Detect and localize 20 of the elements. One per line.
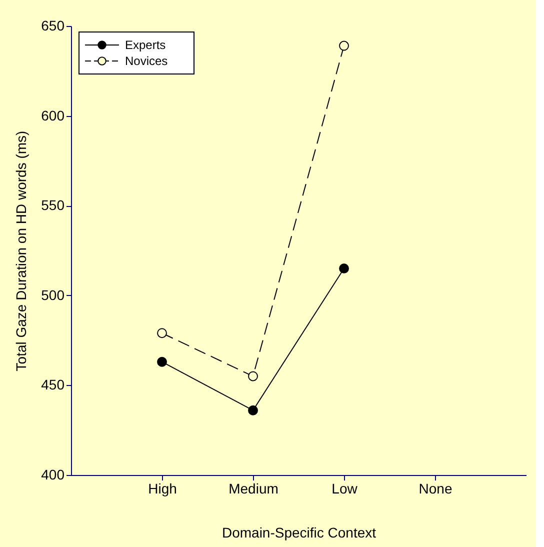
y-tick-label: 550 xyxy=(41,197,65,214)
y-axis-title: Total Gaze Duration on HD words (ms) xyxy=(13,130,30,372)
y-tick-label: 650 xyxy=(41,18,65,34)
point xyxy=(248,371,258,382)
y-tick-label: 400 xyxy=(41,466,65,482)
x-tick-label: None xyxy=(418,480,452,496)
x-tick-label: Low xyxy=(332,480,358,496)
x-tick-label: Medium xyxy=(228,480,278,496)
y-tick-label: 450 xyxy=(41,376,65,393)
x-tick-label: High xyxy=(148,480,177,496)
y-tick-label: 600 xyxy=(41,107,65,124)
point xyxy=(339,263,349,274)
legend-label: Novices xyxy=(125,54,168,68)
y-tick-label: 500 xyxy=(41,286,65,303)
point xyxy=(157,328,167,338)
point xyxy=(248,405,258,416)
x-axis-title: Domain-Specific Context xyxy=(222,524,376,540)
point xyxy=(339,40,349,51)
point xyxy=(157,356,167,367)
legend-label: Experts xyxy=(125,38,166,52)
